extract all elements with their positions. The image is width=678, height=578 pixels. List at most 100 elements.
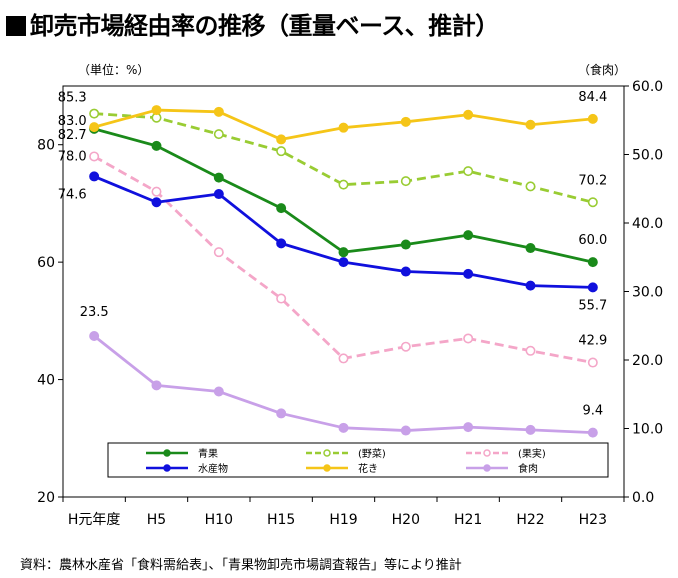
series-point [276,238,287,249]
series-point [463,422,474,433]
legend-swatch-marker [323,464,331,472]
left-axis-tick-label: 20 [37,490,55,506]
chart-axes: 20 40 60 80 0.0 10.0 20.0 30.0 40.0 50.0 60.0 H元年度 H… [37,62,663,528]
series-point [338,422,349,433]
series-point [89,108,100,119]
series-point [338,179,349,190]
left-axis-tick-label: 60 [37,255,55,271]
data-label: 82.7 [58,128,87,143]
series-line [93,334,593,435]
chart-title: 卸売市場経由率の推移（重量ベース、推計） [6,6,499,41]
legend-label: 食肉 [518,462,538,475]
right-axis-tick-label: 40.0 [632,216,663,232]
right-axis-tick-label: 50.0 [632,148,663,164]
legend-swatch-marker [163,464,171,472]
x-axis-tick-label: H5 [147,512,166,528]
data-label: 74.6 [58,187,87,202]
series-point [400,239,411,250]
legend-label: (果実) [518,447,546,460]
right-axis-tick-label: 0.0 [632,490,654,506]
x-axis-tick-label: H21 [454,512,482,528]
line-chart: 20 40 60 80 0.0 10.0 20.0 30.0 40.0 50.0 60.0 H元年度 H… [37,62,663,528]
series-point [587,357,598,368]
series-point [213,189,224,200]
series-line [93,127,594,264]
data-label: 55.7 [578,298,607,313]
series-line [93,175,593,289]
legend-swatch-marker [483,449,491,457]
title-square-bullet [6,16,26,36]
right-axis-tick-label: 10.0 [632,422,663,438]
legend-swatch-marker [323,449,331,457]
x-axis-tick-label: H22 [516,512,544,528]
series-point [213,129,224,140]
x-axis-tick-label: H23 [579,512,607,528]
series-point [213,106,224,117]
source-note: 資料：農林水産省「食料需給表」、「青果物卸売市場調査報告」等により推計 [20,558,462,573]
legend-label: 青果 [198,447,218,460]
data-label: 23.5 [80,305,109,320]
right-axis-tick-label: 60.0 [632,79,663,95]
series-point [276,203,287,214]
series-point [89,171,100,182]
series-point [276,408,287,419]
series-point [89,122,100,133]
series-point [400,176,411,187]
legend-swatch-marker [163,449,171,457]
series-point [463,333,474,344]
series-point [463,230,474,241]
series-point [338,257,349,268]
right-axis-unit: （食肉） [578,62,626,77]
series-point [463,109,474,120]
series-point [587,113,598,124]
data-label: 85.3 [58,91,87,106]
series-point [587,427,598,438]
series-point [587,257,598,268]
x-axis-tick-label: H元年度 [68,512,121,528]
data-label: 83.0 [58,114,87,129]
series-point [587,197,598,208]
legend-label: 水産物 [198,462,228,475]
series-point [338,353,349,364]
chart-legend: 青果 (野菜) (果実) 水産物 花き 食肉 [107,442,609,478]
series-point [151,140,162,151]
series-point [525,424,536,435]
x-axis-tick-label: H19 [329,512,357,528]
series-point [525,243,536,254]
series-point [338,122,349,133]
series-point [151,380,162,391]
left-axis-unit: （単位：%） [78,62,149,77]
right-axis-tick-label: 20.0 [632,353,663,369]
x-axis-tick-label: H15 [267,512,295,528]
right-axis-tick-label: 30.0 [632,285,663,301]
series-point [276,293,287,304]
series-point [338,247,349,258]
series-point [213,386,224,397]
chart-series [89,105,598,438]
chart-data-labels: 85.3 83.082.7 78.0 74.6 23.5 84.4 70.2 60.0 55.7… [58,90,608,419]
series-point [89,151,100,162]
series-point [525,345,536,356]
series-point [463,166,474,177]
series-point [400,116,411,127]
chart-title-text: 卸売市場経由率の推移（重量ベース、推計） [30,12,499,40]
series-point [276,134,287,145]
series-point [151,186,162,197]
series-point [400,425,411,436]
data-label: 84.4 [578,90,607,105]
series-point [213,172,224,183]
left-axis-tick-label: 40 [37,373,55,389]
data-label: 9.4 [582,404,603,419]
x-axis-tick-label: H20 [392,512,420,528]
series-point [525,119,536,130]
plot-frame [62,85,625,498]
data-label: 78.0 [58,149,87,164]
series-point [89,331,100,342]
series-point [587,282,598,293]
series-point [213,247,224,258]
series-point [151,105,162,116]
legend-box [107,442,609,478]
data-label: 70.2 [578,173,607,188]
series-point [400,266,411,277]
data-label: 42.9 [578,334,607,349]
